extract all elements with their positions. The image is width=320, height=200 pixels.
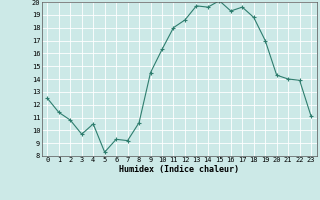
X-axis label: Humidex (Indice chaleur): Humidex (Indice chaleur)	[119, 165, 239, 174]
